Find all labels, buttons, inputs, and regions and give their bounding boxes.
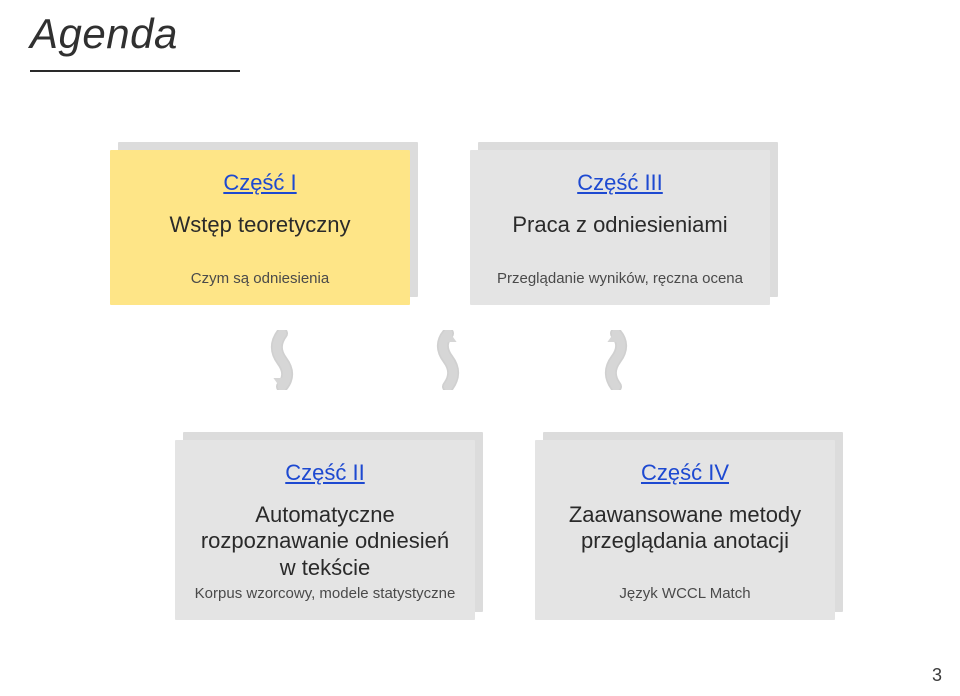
card-part-4: Część IV Zaawansowane metody przeglądani… [535,440,835,620]
card-3-sub: Przeglądanie wyników, ręczna ocena [497,270,743,287]
flow-arrow-3 [596,330,636,390]
flow-arrow-2 [428,330,468,390]
card-3-heading: Praca z odniesieniami [512,212,727,238]
header-art: A European Research Infrastructure [520,0,960,110]
card-4-sub: Język WCCL Match [619,585,750,602]
card-part-2: Część II Automatyczne rozpoznawanie odni… [175,440,475,620]
page-number: 3 [932,665,942,686]
flow-arrow-1 [262,330,302,390]
eu-flag-icon: A European Research Infrastructure [871,8,939,76]
card-1-sub: Czym są odniesienia [191,270,329,287]
card-4-title-link[interactable]: Część IV [641,460,729,486]
card-2-heading: Automatyczne rozpoznawanie odniesień w t… [193,502,457,581]
svg-text:Research: Research [894,44,917,50]
card-3-title-link[interactable]: Część III [577,170,663,196]
svg-text:A: A [903,32,908,38]
card-part-1: Część I Wstęp teoretyczny Czym są odnies… [110,150,410,305]
card-4-heading: Zaawansowane metody przeglądania anotacj… [553,502,817,555]
card-1-title-link[interactable]: Część I [223,170,296,196]
page-title: Agenda [30,10,178,58]
title-underline [30,70,240,72]
card-2-title-link[interactable]: Część II [285,460,364,486]
svg-text:European: European [893,38,916,44]
card-1-heading: Wstęp teoretyczny [170,212,351,238]
card-part-3: Część III Praca z odniesieniami Przegląd… [470,150,770,305]
svg-text:Infrastructure: Infrastructure [889,50,922,56]
card-2-sub: Korpus wzorcowy, modele statystyczne [195,585,456,602]
